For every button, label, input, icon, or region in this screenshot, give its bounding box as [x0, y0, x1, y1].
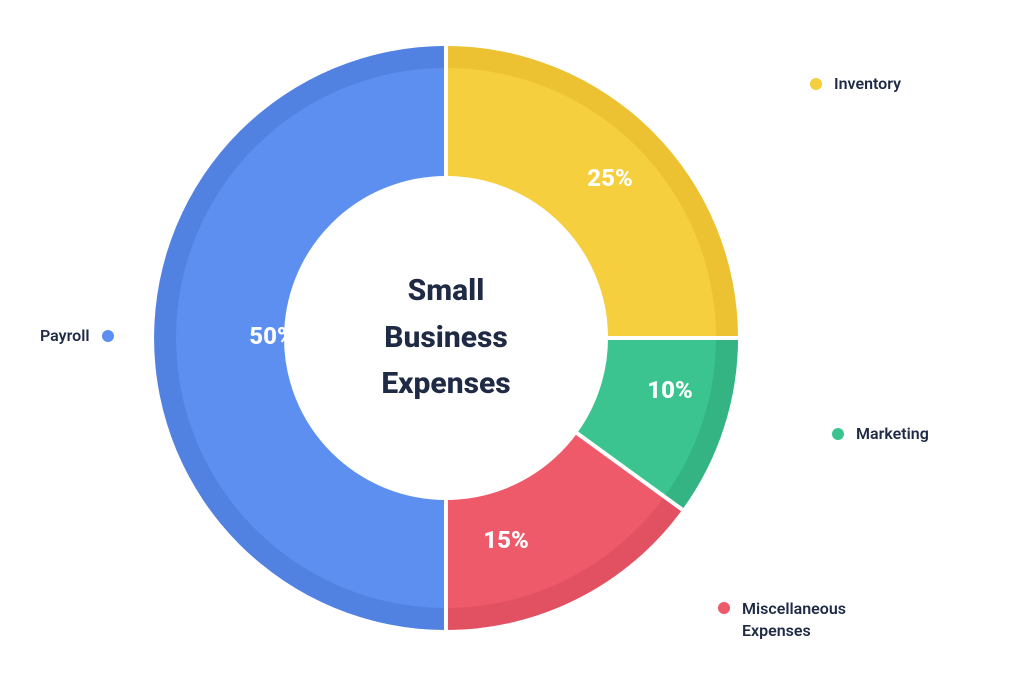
chart-stage: SmallBusinessExpenses 25% 10% 15% 50% In…: [0, 0, 1024, 676]
legend-dot-icon: [810, 78, 822, 90]
chart-center-title: SmallBusinessExpenses: [294, 268, 598, 408]
legend-label-inventory: Inventory: [834, 74, 901, 93]
legend-item-misc: MiscellaneousExpenses: [718, 598, 846, 641]
legend-label-misc: MiscellaneousExpenses: [742, 598, 846, 641]
legend-label-marketing: Marketing: [856, 424, 929, 443]
legend-dot-icon: [102, 330, 114, 342]
legend-item-marketing: Marketing: [832, 424, 929, 443]
slice-label-inventory: 25%: [587, 164, 632, 192]
legend-dot-icon: [718, 602, 730, 614]
slice-label-misc: 15%: [483, 526, 528, 554]
legend-item-payroll: Payroll: [40, 326, 114, 345]
donut-chart: SmallBusinessExpenses 25% 10% 15% 50% In…: [0, 0, 1024, 676]
legend-label-payroll: Payroll: [40, 326, 90, 345]
legend-dot-icon: [832, 428, 844, 440]
legend-item-inventory: Inventory: [810, 74, 901, 93]
slice-label-payroll: 50%: [249, 322, 294, 350]
slice-label-marketing: 10%: [647, 376, 692, 404]
